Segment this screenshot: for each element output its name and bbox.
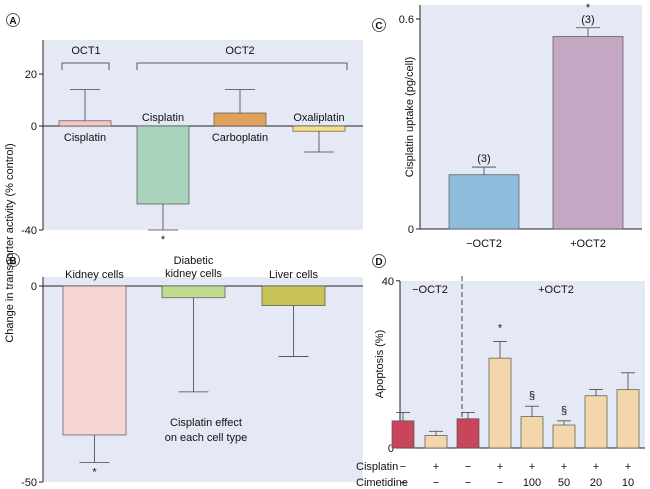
panel-d-tick-label: 0: [388, 443, 394, 455]
panel-a-category-label: Cisplatin: [64, 132, 106, 144]
panel-d-cimetidine-cell: −: [465, 477, 471, 489]
panel-d: −OCT2 +OCT2 40 0 * § § Apoptosis (%) Cispla…: [356, 276, 645, 489]
panel-a-category-label: Oxaliplatin: [293, 112, 344, 124]
panel-c-badge: [372, 18, 386, 32]
panel-a-bar: [58, 120, 112, 127]
panel-d-cisplatin-cell: −: [400, 461, 406, 473]
panel-d-cimetidine-cell: 20: [590, 477, 602, 489]
panel-a-significance-mark: *: [161, 234, 166, 246]
panel-d-y-axis-title: Apoptosis (%): [374, 330, 386, 398]
panel-d-bar: [488, 357, 512, 449]
panel-b-category-label: Kidney cells: [65, 269, 124, 281]
panel-d-bar: [456, 418, 480, 449]
panel-d-section-plus: +OCT2: [538, 284, 574, 296]
panel-b-bar: [261, 285, 326, 306]
panel-d-bar: [391, 420, 415, 449]
panel-b-significance-mark: *: [92, 466, 97, 478]
panel-a-category-label: Carboplatin: [212, 132, 268, 144]
panel-c-significance-mark: *: [586, 2, 591, 14]
panel-a-category-label: Cisplatin: [142, 112, 184, 124]
panel-d-cisplatin-cell: +: [497, 461, 503, 473]
panel-d-label: D: [375, 257, 382, 268]
panel-b-tick-label: 0: [31, 281, 37, 293]
shared-y-axis-title: Change in transporter activity (% contro…: [4, 143, 16, 342]
panel-a-bar: [213, 112, 267, 127]
panel-d-cisplatin-cell: +: [593, 461, 599, 473]
panel-d-bar: [552, 424, 576, 449]
panel-c-tick-label: 0: [408, 224, 414, 236]
panel-d-cisplatin-cell: +: [561, 461, 567, 473]
panel-b-annotation: Cisplatin effect on each cell type: [165, 417, 248, 444]
panel-c-label: C: [375, 21, 382, 32]
panel-d-bar: [584, 395, 608, 449]
panel-c-category-label: +OCT2: [570, 238, 606, 250]
panel-d-cimetidine-cell: −: [400, 477, 406, 489]
panel-d-significance-mark: §: [561, 405, 567, 417]
panel-d-significance-mark: *: [498, 322, 503, 334]
panel-a: 20 0 -40 OCT1 OCT2 * Cisplatin Cisplatin Car…: [21, 40, 363, 246]
panel-a-tick-label: 0: [31, 121, 37, 133]
panel-c-y-axis-title: Cisplatin uptake (pg/cell): [404, 57, 416, 177]
panel-d-row-label-cimetidine: Cimetidine: [356, 477, 408, 489]
panel-c-tick-label: 0.6: [399, 14, 414, 26]
panel-a-label: A: [9, 16, 16, 27]
panel-d-cimetidine-cell: 100: [523, 477, 541, 489]
panel-b-category-label: Diabetic kidney cells: [165, 255, 222, 280]
panel-d-cimetidine-cell: −: [433, 477, 439, 489]
panel-a-badge: [6, 13, 20, 27]
panel-c-n-label: (3): [581, 14, 594, 26]
panel-a-background: [43, 40, 363, 230]
panel-d-row-label-cisplatin: Cisplatin: [356, 461, 398, 473]
panel-d-cisplatin-cell: +: [529, 461, 535, 473]
panel-c-n-label: (3): [477, 153, 490, 165]
panel-b-label: B: [9, 256, 16, 267]
panel-a-bar: [136, 125, 190, 205]
panel-d-badge: [372, 254, 386, 268]
panel-d-cisplatin-cell: +: [625, 461, 631, 473]
panel-d-cisplatin-cell: −: [465, 461, 471, 473]
panel-b-bar: [62, 285, 127, 436]
panel-b-bar: [161, 285, 226, 299]
panel-d-bar: [520, 416, 544, 449]
panel-b-badge: [6, 253, 20, 267]
oct2-group-label: OCT2: [225, 45, 254, 57]
panel-a-bar: [292, 125, 346, 132]
panel-b: 0 -50 * Kidney cells Diabetic kidney cells Li…: [21, 255, 363, 489]
panel-c: 0.60 (3)−OCT2(3)*+OCT2 Cisplatin uptake …: [399, 2, 642, 250]
panel-a-tick-label: -40: [21, 225, 37, 237]
oct2-bracket: [136, 62, 348, 70]
panel-a-tick-label: 20: [25, 69, 37, 81]
panel-c-bar: [552, 36, 624, 230]
panel-d-cimetidine-cell: 10: [622, 477, 634, 489]
panel-d-cimetidine-cell: 50: [558, 477, 570, 489]
panel-d-bar: [616, 389, 640, 449]
oct1-group-label: OCT1: [71, 45, 100, 57]
panel-d-section-minus: −OCT2: [412, 284, 448, 296]
panel-b-category-label: Liver cells: [269, 269, 318, 281]
panel-d-cimetidine-cell: −: [497, 477, 503, 489]
panel-c-category-label: −OCT2: [466, 238, 502, 250]
panel-d-significance-mark: §: [529, 390, 535, 402]
panel-b-tick-label: -50: [21, 477, 37, 489]
panel-d-tick-label: 40: [382, 276, 394, 288]
panel-d-cisplatin-cell: +: [433, 461, 439, 473]
panel-d-bar: [424, 435, 448, 449]
oct1-bracket: [61, 62, 110, 70]
panel-c-bar: [448, 174, 520, 230]
